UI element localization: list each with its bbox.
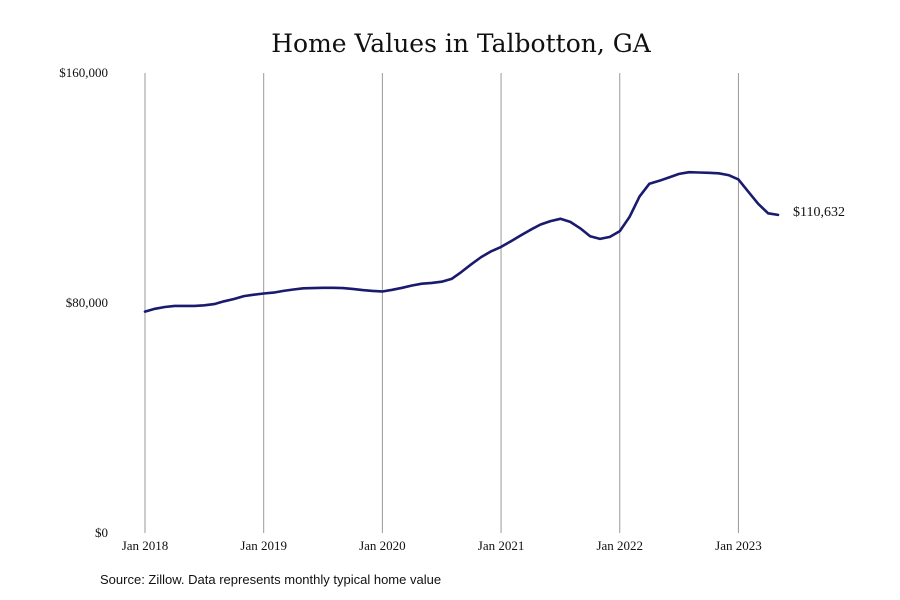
- x-tick-label: Jan 2018: [122, 538, 169, 553]
- data-point: [638, 195, 641, 198]
- data-point: [243, 295, 245, 297]
- data-point: [609, 236, 611, 238]
- data-point: [717, 172, 720, 175]
- data-point: [440, 280, 443, 283]
- data-point: [173, 305, 176, 307]
- y-axis-ticks: $0 $80,000 $160,000: [59, 65, 108, 540]
- data-point: [154, 308, 156, 310]
- data-point: [628, 216, 631, 218]
- y-tick-label: $80,000: [66, 295, 108, 310]
- gridlines: [144, 73, 739, 533]
- x-axis-ticks: Jan 2018 Jan 2019 Jan 2020 Jan 2021 Jan 2022…: [122, 538, 762, 553]
- data-point: [549, 220, 552, 222]
- data-point: [282, 290, 285, 292]
- data-point: [708, 172, 710, 174]
- data-point: [272, 291, 275, 294]
- data-point: [391, 289, 394, 291]
- x-tick-label: Jan 2019: [240, 538, 287, 553]
- data-point: [164, 306, 166, 308]
- data-point: [678, 173, 680, 175]
- data-point: [460, 271, 463, 273]
- data-point: [371, 290, 374, 292]
- data-point: [539, 223, 542, 226]
- data-point: [144, 310, 146, 313]
- data-point: [698, 171, 700, 174]
- data-points: [144, 171, 779, 313]
- data-point: [510, 240, 512, 242]
- data-point: [777, 214, 779, 216]
- end-value-label: $110,632: [793, 205, 845, 220]
- data-point: [431, 282, 433, 284]
- data-point: [302, 287, 305, 290]
- data-point: [569, 221, 572, 223]
- data-point: [480, 256, 483, 258]
- data-point: [579, 227, 581, 230]
- data-point: [253, 293, 255, 296]
- data-point: [727, 174, 730, 176]
- data-point: [223, 300, 225, 303]
- x-tick-label: Jan 2020: [359, 538, 406, 553]
- x-tick-label: Jan 2023: [715, 538, 762, 553]
- data-point: [233, 298, 235, 300]
- data-point: [589, 235, 591, 238]
- data-point: [490, 250, 493, 253]
- y-tick-label: $0: [95, 525, 108, 540]
- data-point: [342, 287, 344, 289]
- data-point: [312, 287, 314, 289]
- source-note: Source: Zillow. Data represents monthly …: [100, 572, 442, 587]
- data-point: [213, 303, 215, 305]
- data-point: [500, 246, 502, 248]
- data-point: [747, 190, 750, 193]
- series-line: [143, 170, 780, 313]
- chart-title: Home Values in Talbotton, GA: [271, 29, 651, 58]
- data-point: [757, 203, 759, 205]
- data-point: [322, 287, 324, 289]
- data-point: [767, 212, 769, 215]
- data-point: [401, 287, 404, 289]
- data-point: [450, 278, 453, 280]
- data-point: [381, 290, 384, 293]
- data-point: [559, 218, 562, 220]
- data-point: [203, 304, 206, 307]
- data-point: [193, 305, 196, 307]
- data-point: [470, 263, 473, 266]
- data-point: [411, 284, 413, 287]
- data-point: [262, 292, 265, 295]
- data-point: [658, 180, 661, 182]
- data-point: [361, 289, 364, 291]
- x-tick-label: Jan 2021: [478, 538, 525, 553]
- y-tick-label: $160,000: [59, 65, 108, 80]
- data-point: [529, 228, 532, 231]
- data-point: [668, 176, 670, 179]
- data-point: [619, 230, 621, 232]
- data-point: [332, 287, 334, 289]
- data-point: [421, 282, 423, 285]
- data-point: [292, 288, 295, 291]
- data-point: [599, 238, 601, 240]
- data-point: [351, 288, 354, 290]
- data-point: [183, 305, 186, 307]
- data-point: [520, 234, 522, 237]
- x-tick-label: Jan 2022: [596, 538, 643, 553]
- data-point: [648, 182, 651, 185]
- data-point: [688, 171, 690, 173]
- data-point: [737, 178, 740, 181]
